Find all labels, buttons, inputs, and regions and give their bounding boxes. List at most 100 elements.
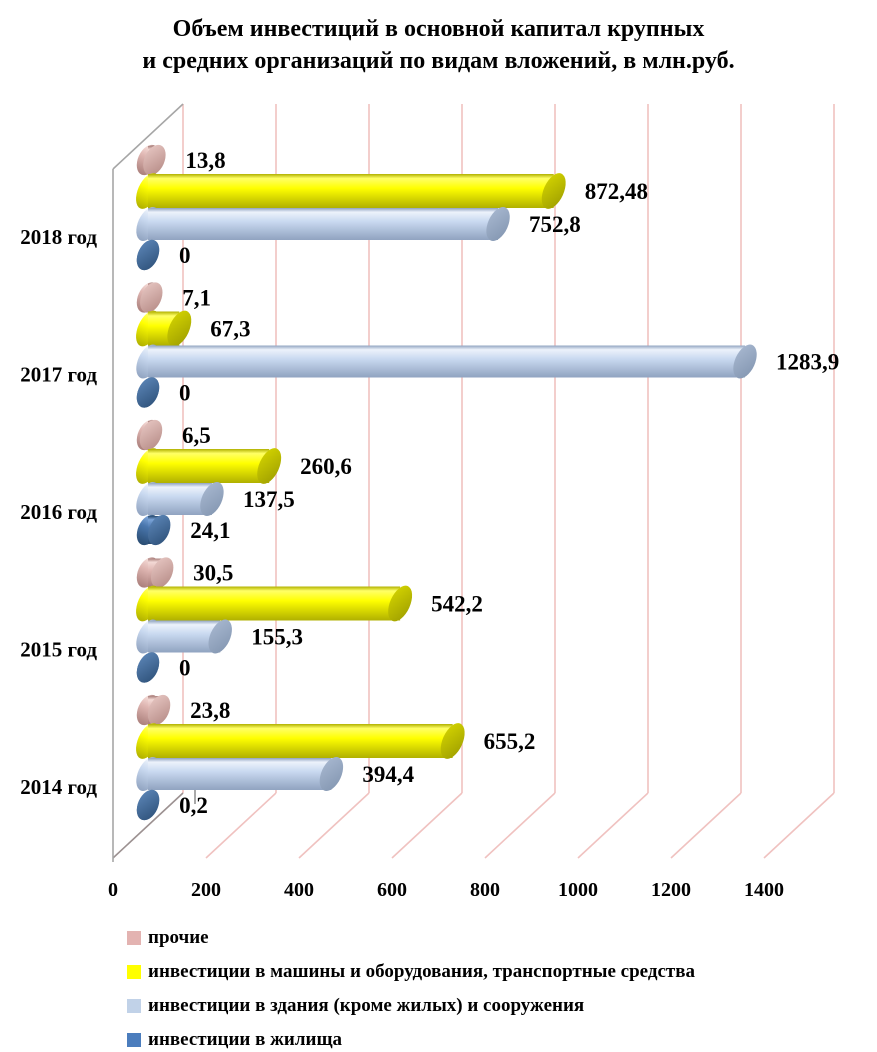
gridline-floor-400 — [298, 792, 370, 859]
wall-edges — [112, 103, 184, 862]
legend-item-zhilishcha: инвестиции в жилища — [127, 1029, 695, 1050]
category-label-2015: 2015 год — [20, 638, 97, 662]
legend-label-zhilishcha: инвестиции в жилища — [148, 1029, 343, 1050]
bar-end-cap-zhilishcha-2014 — [136, 789, 160, 821]
bar-end-cap-zdaniya-2016 — [200, 482, 224, 516]
value-label-zdaniya-2017: 1283,9 — [776, 350, 839, 375]
bar-end-cap-mashiny-2015 — [388, 585, 413, 622]
category-label-2014: 2014 год — [20, 775, 97, 799]
bar-end-cap-mashiny-2016 — [257, 448, 282, 484]
bar-end-cap-zhilishcha-2015 — [136, 652, 160, 683]
bar-prochie-2016 — [136, 419, 163, 451]
gridline-floor-1200 — [670, 792, 742, 859]
bar-end-cap-mashiny-2018 — [541, 173, 566, 209]
bar-end-cap-prochie-2017 — [140, 282, 163, 313]
bar-zhilishcha-2014 — [136, 789, 160, 821]
bar-body-zdaniya-2014 — [148, 758, 332, 790]
bar-mashiny-2015 — [136, 585, 413, 622]
bar-zdaniya-2017 — [136, 344, 757, 379]
x-tick-label-600: 600 — [377, 879, 407, 901]
legend-swatch-zhilishcha — [127, 1033, 141, 1047]
value-label-prochie-2018: 13,8 — [185, 148, 225, 173]
value-label-zdaniya-2014: 394,4 — [362, 762, 414, 787]
bar-body-zdaniya-2018 — [148, 208, 499, 240]
bars — [136, 144, 757, 821]
bar-body-mashiny-2016 — [148, 449, 270, 483]
x-tick-label-800: 800 — [470, 879, 500, 901]
bar-end-cap-mashiny-2017 — [167, 310, 192, 347]
x-axis-labels: 0 200 400 600 800 1000 1200 1400 — [108, 879, 784, 901]
gridline-floor-600 — [391, 792, 463, 859]
value-label-mashiny-2014: 655,2 — [484, 729, 536, 754]
gridline-floor-1000 — [577, 792, 649, 859]
value-label-zhilishcha-2017: 0 — [179, 381, 191, 406]
value-label-zhilishcha-2016: 24,1 — [190, 518, 230, 543]
value-label-zhilishcha-2015: 0 — [179, 656, 191, 681]
bar-end-cap-zdaniya-2018 — [486, 207, 510, 241]
x-tick-label-200: 200 — [191, 879, 221, 901]
bar-end-cap-zhilishcha-2017 — [136, 377, 160, 408]
bar-end-cap-prochie-2014 — [147, 694, 171, 726]
category-label-2018: 2018 год — [20, 225, 97, 249]
value-label-mashiny-2016: 260,6 — [300, 454, 352, 479]
bar-end-cap-zhilishcha-2018 — [136, 239, 160, 271]
value-label-mashiny-2018: 872,48 — [585, 179, 648, 204]
bar-zdaniya-2015 — [136, 619, 232, 654]
x-tick-label-1400: 1400 — [744, 879, 784, 901]
bar-prochie-2018 — [136, 144, 166, 176]
value-label-zdaniya-2018: 752,8 — [529, 212, 581, 237]
gridline-floor-1400 — [763, 792, 835, 859]
x-tick-label-1200: 1200 — [651, 879, 691, 901]
bar-mashiny-2014 — [136, 723, 465, 759]
bar-body-zdaniya-2015 — [148, 620, 221, 653]
bar-end-cap-prochie-2016 — [139, 419, 163, 451]
x-tick-label-0: 0 — [108, 879, 118, 901]
chart-legend: прочие инвестиции в машины и оборудования… — [127, 927, 696, 1052]
value-label-zdaniya-2016: 137,5 — [243, 487, 295, 512]
value-label-prochie-2015: 30,5 — [193, 561, 233, 586]
gridline-floor-200 — [205, 792, 277, 859]
bar-zdaniya-2016 — [136, 482, 224, 516]
bar-zhilishcha-2017 — [136, 377, 160, 408]
bar-end-cap-zdaniya-2015 — [208, 619, 232, 654]
bar-end-cap-zdaniya-2014 — [319, 757, 344, 791]
bar-prochie-2017 — [136, 282, 163, 313]
legend-item-prochie: прочие — [127, 927, 695, 948]
value-label-prochie-2016: 6,5 — [182, 423, 211, 448]
value-label-zhilishcha-2014: 0,2 — [179, 793, 208, 818]
bar-body-mashiny-2015 — [148, 586, 401, 621]
bar-body-mashiny-2018 — [148, 174, 554, 208]
bar-zhilishcha-2018 — [136, 239, 160, 271]
bar-body-mashiny-2014 — [148, 724, 453, 758]
value-label-prochie-2017: 7,1 — [182, 286, 211, 311]
legend-swatch-zdaniya — [127, 999, 141, 1013]
legend-swatch-prochie — [127, 931, 141, 945]
gridline-floor-800 — [484, 792, 556, 859]
chart-title-line1: Объем инвестиций в основной капитал круп… — [172, 16, 705, 42]
bar-prochie-2014 — [136, 694, 171, 726]
legend-item-mashiny: инвестиции в машины и оборудования, тран… — [127, 961, 696, 982]
bar-zdaniya-2014 — [136, 757, 344, 791]
bar-end-cap-prochie-2015 — [150, 557, 174, 588]
chart-title-line2: и средних организаций по видам вложений,… — [142, 48, 735, 74]
wall-top-edge — [112, 103, 184, 170]
bar-zhilishcha-2015 — [136, 652, 160, 683]
bar-mashiny-2016 — [136, 448, 282, 484]
legend-swatch-mashiny — [127, 965, 141, 979]
legend-label-mashiny: инвестиции в машины и оборудования, тран… — [148, 961, 696, 982]
category-label-2017: 2017 год — [20, 363, 97, 387]
bar-end-cap-mashiny-2014 — [440, 723, 465, 759]
bar-zhilishcha-2016 — [136, 514, 171, 546]
legend-label-prochie: прочие — [148, 927, 209, 948]
x-tick-label-1000: 1000 — [558, 879, 598, 901]
x-tick-label-400: 400 — [284, 879, 314, 901]
bar-end-cap-zdaniya-2017 — [733, 344, 757, 379]
bar-mashiny-2018 — [136, 173, 566, 209]
value-label-mashiny-2015: 542,2 — [431, 592, 483, 617]
legend-item-zdaniya: инвестиции в здания (кроме жилых) и соор… — [127, 995, 695, 1016]
chart-title: Объем инвестиций в основной капитал круп… — [0, 13, 877, 77]
bar-body-zdaniya-2017 — [148, 345, 746, 378]
